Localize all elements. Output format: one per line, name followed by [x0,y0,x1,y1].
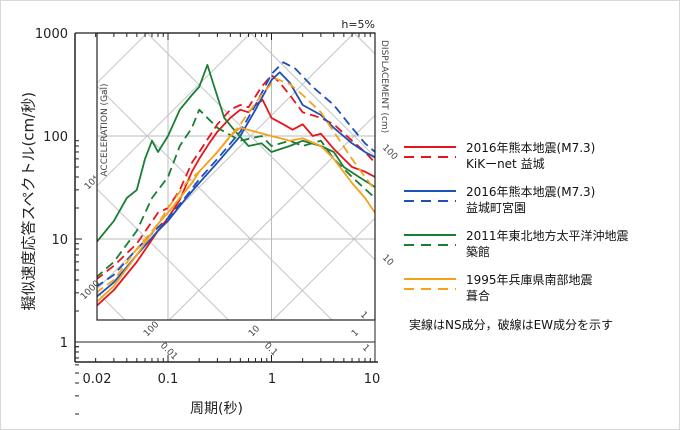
acceleration-gridline [97,33,148,84]
legend-label: 築館 [466,245,491,259]
series-line-ns [97,126,375,303]
legend-label: 1995年兵庫県南部地震 [466,273,593,287]
x-axis-label: 周期(秒) [190,401,243,417]
legend-item: 1995年兵庫県南部地震 葺合 [404,272,674,316]
legend-label: KiKーnet 益城 [466,157,545,171]
x-tick-label: 0.1 [158,372,179,387]
displacement-gridline [146,33,375,261]
y-tick-label: 1 [60,336,68,351]
grid [97,33,375,320]
series-line-ns [97,64,375,244]
displacement-axis-label: DISPLACEMENT (cm) [379,40,389,133]
legend-swatch [404,146,456,158]
acceleration-tick: 10⁴ [83,174,101,192]
legend-label: 2016年熊本地震(M7.3) [466,141,596,155]
series-line-ew [97,108,375,278]
displacement-tick: 1 [360,343,371,354]
y-axis-label: 擬似速度応答スペクトル(cm/秒) [19,91,38,311]
legend-swatch [404,278,456,290]
legend-label: 2016年熊本地震(M7.3) [466,185,596,199]
x-tick-label: 1 [268,372,276,387]
displacement-gridline [97,291,126,320]
displacement-tick: 0.01 [158,341,179,362]
legend-swatch [404,234,456,246]
line-style-note: 実線はNS成分，破線はEW成分を示す [409,318,614,332]
tripartite-diagonal-grid [97,33,375,320]
displacement-tick: 1 [358,310,369,321]
acceleration-tick: 10 [247,324,262,339]
displacement-gridline [250,33,375,158]
acceleration-tick: 1 [350,328,361,339]
y-tick-label: 1000 [35,27,68,42]
series-line-ew [97,77,375,294]
legend: 2016年熊本地震(M7.3) KiKーnet 益城 2016年熊本地震(M7.3… [404,140,674,316]
displacement-tick: 10 [380,253,395,268]
legend-label: 益城町宮園 [466,201,527,215]
acceleration-gridline [168,114,375,320]
legend-label: 葺合 [466,289,491,303]
x-tick-label: 0.02 [83,372,112,387]
series-line-ew [97,61,375,288]
y-tick-label: 10 [51,233,68,248]
acceleration-tick: 100 [142,320,161,339]
axes [74,32,378,363]
series-line-ns [97,71,375,298]
acceleration-axis-label: ACCELERATION (Gal) [100,83,110,176]
displacement-tick: 100 [380,143,399,162]
legend-swatch [404,190,456,202]
acceleration-gridline [97,33,251,187]
acceleration-gridline [272,217,375,320]
displacement-gridline [97,85,333,320]
legend-item: 2016年熊本地震(M7.3) 益城町宮園 [404,184,674,228]
spectrum-curves [97,61,375,307]
inner-box [96,32,376,321]
ticks [75,33,376,415]
legend-item: 2016年熊本地震(M7.3) KiKーnet 益城 [404,140,674,184]
displacement-gridline [353,33,375,55]
y-tick-label: 100 [43,130,68,145]
legend-label: 2011年東北地方太平洋沖地震 [466,229,629,243]
legend-item: 2011年東北地方太平洋沖地震 築館 [404,228,674,272]
displacement-tick: 0.1 [262,341,279,358]
displacement-gridline [97,188,229,320]
damping-annotation: h=5% [341,18,375,31]
x-tick-label: 10 [364,372,381,387]
